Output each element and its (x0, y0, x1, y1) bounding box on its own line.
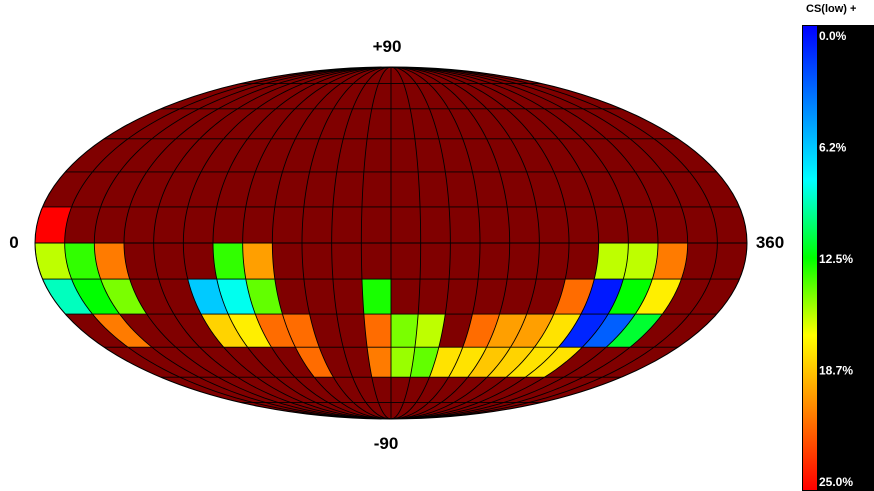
heatmap-cell (35, 243, 72, 280)
heatmap-cell (295, 347, 334, 378)
heatmap-cell (510, 314, 554, 348)
colorbar-tick-label: 6.2% (819, 141, 847, 155)
colorbar-tick-label: 18.7% (819, 364, 853, 378)
heatmap-cell (506, 347, 559, 378)
heatmap-cell (363, 314, 391, 348)
heatmap-cell (414, 314, 446, 348)
heatmap-cell (42, 279, 93, 315)
heatmap-cell (534, 314, 581, 348)
heatmap-cell (201, 314, 248, 348)
heatmap-cell (242, 243, 275, 280)
map-projection (35, 67, 747, 419)
heatmap-cell (255, 314, 296, 348)
heatmap-cell (94, 243, 130, 280)
heatmap-cell (558, 314, 609, 348)
heatmap-cell (448, 347, 487, 378)
colorbar-ticks: 0.0% 6.2% 12.5% 18.7% 25.0% (819, 29, 853, 489)
heatmap-cell (486, 347, 535, 378)
heatmap-cell (553, 279, 595, 315)
heatmap-cells (35, 206, 688, 378)
heatmap-cell (410, 347, 439, 378)
heatmap-cell (652, 243, 688, 280)
heatmap-cell (71, 279, 120, 315)
lon-label-right: 360 (756, 233, 784, 252)
heatmap-cell (100, 279, 147, 315)
colorbar-tick-label: 0.0% (819, 29, 847, 43)
lat-label-top: +90 (373, 37, 402, 56)
heatmap-cell (429, 347, 463, 378)
heatmap-cell (187, 279, 229, 315)
heatmap-cell (64, 243, 101, 280)
heatmap-cell (582, 314, 636, 348)
heatmap-cell (635, 279, 682, 315)
heatmap-cell (35, 206, 72, 243)
heatmap-cell (245, 279, 283, 315)
heatmap-cell (216, 279, 256, 315)
lat-label-bottom: -90 (374, 434, 399, 453)
lon-label-left: 0 (9, 233, 18, 252)
heatmap-cell (367, 347, 391, 378)
heatmap-cell (92, 314, 152, 348)
heatmap-cell (228, 314, 272, 348)
heatmap-cell (467, 347, 511, 378)
map-grid (35, 67, 747, 419)
heatmap-cell (486, 314, 527, 348)
heatmap-cell (361, 279, 391, 315)
colorbar: CS(low) + 0.0% 6.2% 12.5% 18.7% 25.0% (802, 3, 874, 491)
heatmap-cell (608, 279, 653, 315)
map-outline (34, 66, 748, 420)
heatmap-cell (391, 314, 419, 348)
heatmap-cell (525, 347, 583, 378)
heatmap-cell (623, 243, 658, 280)
heatmap-cell (606, 314, 663, 348)
colorbar-tick-label: 25.0% (819, 475, 853, 489)
heatmap-cell (594, 243, 629, 280)
colorbar-tick-label: 12.5% (819, 252, 853, 266)
colorbar-title: CS(low) + (806, 3, 856, 15)
colorbar-gradient (803, 26, 817, 490)
heatmap-cell (213, 243, 246, 280)
heatmap-cell (391, 347, 415, 378)
